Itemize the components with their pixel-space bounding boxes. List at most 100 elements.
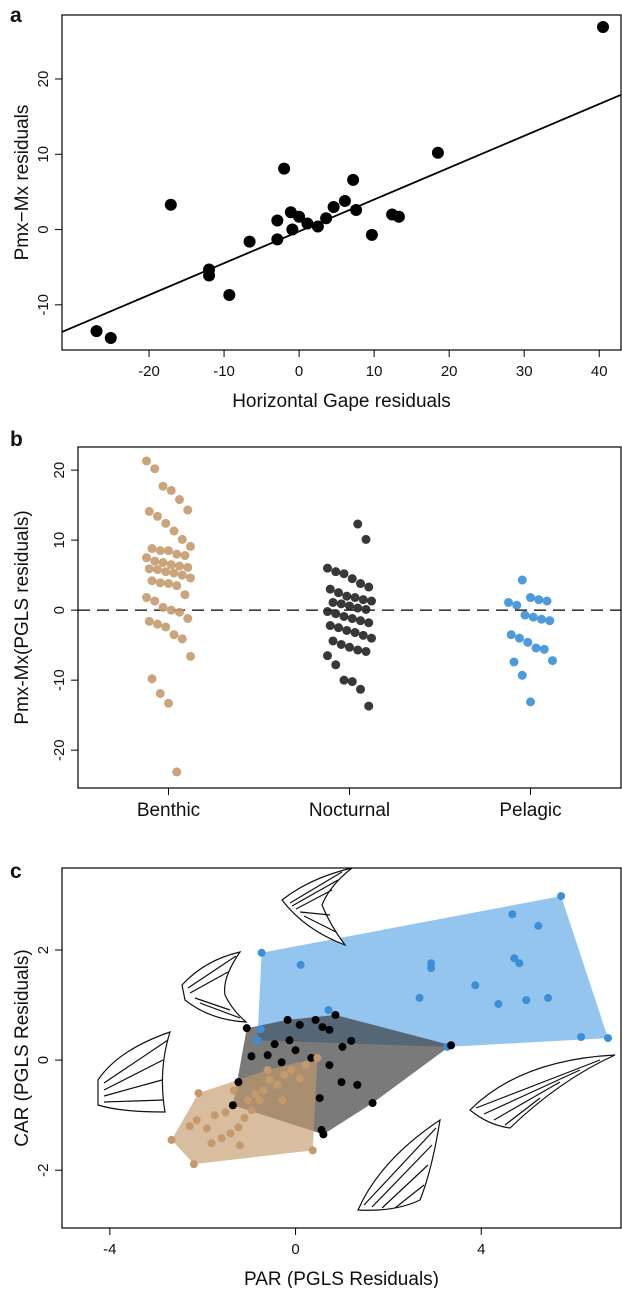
point	[517, 670, 527, 680]
point	[158, 558, 168, 568]
y-tick-label: 0	[35, 1056, 52, 1064]
point	[415, 993, 424, 1002]
point	[270, 1040, 279, 1049]
x-tick-label: 10	[366, 363, 383, 380]
point	[347, 173, 360, 186]
point	[339, 611, 349, 621]
point	[243, 235, 256, 248]
point	[259, 1086, 268, 1095]
x-tick-label: 0	[295, 363, 303, 380]
point	[144, 616, 154, 626]
point	[320, 212, 333, 225]
point	[155, 688, 165, 698]
point	[155, 546, 165, 556]
point	[280, 1070, 289, 1079]
point	[247, 1052, 256, 1061]
point	[323, 563, 332, 573]
point	[336, 639, 346, 649]
point	[271, 233, 284, 246]
point	[307, 1053, 316, 1062]
y-axis-label: Pmx-Mx(PGLS residuals)	[12, 510, 33, 724]
x-tick-label: 40	[591, 363, 608, 380]
point	[301, 217, 314, 230]
point	[356, 684, 365, 694]
point	[228, 1101, 237, 1110]
y-tick-label: -20	[51, 739, 68, 761]
point	[361, 646, 371, 656]
point	[253, 1036, 262, 1045]
point	[548, 656, 557, 666]
point	[180, 590, 190, 600]
point	[327, 200, 340, 213]
point	[520, 610, 530, 620]
y-tick-label: 20	[51, 462, 68, 479]
point	[255, 1096, 264, 1105]
point	[164, 579, 173, 589]
point	[510, 954, 519, 963]
point	[226, 1129, 235, 1138]
point	[311, 1015, 320, 1024]
point	[169, 526, 179, 536]
point	[194, 1089, 203, 1098]
point	[471, 981, 480, 990]
point	[166, 485, 176, 495]
fin-illustration	[357, 1118, 441, 1211]
point	[234, 1123, 243, 1132]
point	[509, 657, 519, 667]
point	[353, 1080, 362, 1089]
point	[169, 630, 179, 640]
point	[545, 616, 555, 626]
point	[210, 1111, 219, 1120]
point	[142, 456, 151, 466]
point	[325, 584, 335, 594]
point	[273, 1080, 282, 1089]
point	[263, 1066, 272, 1075]
point	[350, 203, 363, 216]
point	[338, 194, 351, 207]
point	[515, 633, 524, 643]
point	[251, 1090, 260, 1099]
x-tick-label: -20	[138, 363, 160, 380]
point	[158, 481, 168, 491]
y-tick-label: 10	[35, 146, 52, 163]
point	[324, 1006, 333, 1015]
point	[338, 1042, 347, 1051]
point	[356, 579, 365, 589]
point	[515, 959, 524, 968]
y-tick-label: -2	[35, 1164, 52, 1177]
fin-illustration	[281, 867, 353, 947]
point	[334, 588, 343, 598]
point	[339, 675, 349, 685]
point	[164, 698, 173, 708]
point	[90, 325, 103, 338]
point	[325, 1025, 334, 1034]
point	[142, 553, 151, 563]
x-tick-label: -10	[213, 363, 235, 380]
point	[158, 602, 168, 612]
point	[150, 596, 160, 606]
point	[185, 1122, 194, 1131]
point	[504, 597, 513, 607]
point	[240, 1113, 249, 1122]
point	[235, 1141, 244, 1150]
point	[542, 596, 552, 606]
point	[186, 651, 195, 661]
y-tick-label: 2	[35, 946, 52, 954]
point	[328, 636, 338, 646]
point	[301, 1061, 310, 1070]
point	[596, 21, 609, 34]
fin-illustration	[181, 951, 248, 1023]
plot-frame	[61, 867, 622, 1229]
point	[364, 701, 374, 711]
point	[234, 1078, 243, 1087]
point	[353, 645, 363, 655]
point	[164, 198, 177, 211]
point	[534, 921, 543, 930]
point	[512, 600, 522, 610]
point	[147, 576, 157, 586]
point	[161, 622, 171, 632]
point	[323, 651, 332, 661]
x-tick-label: 20	[441, 363, 458, 380]
point	[365, 228, 378, 241]
